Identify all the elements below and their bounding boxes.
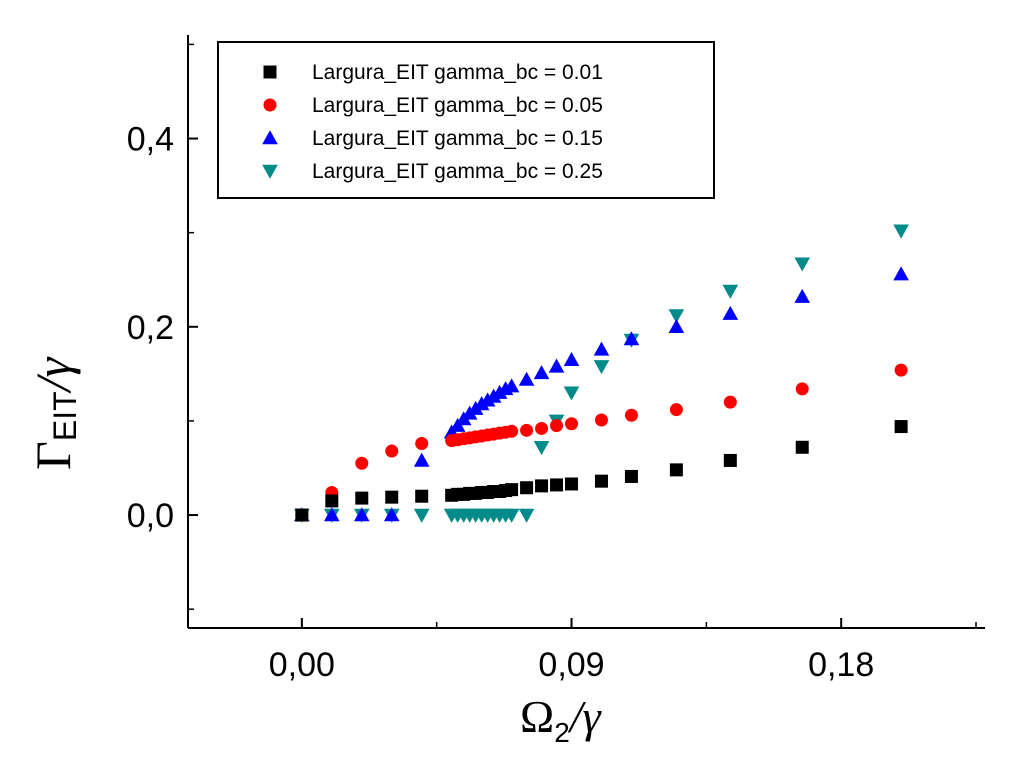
data-point-series-2 (669, 403, 683, 417)
data-point-series-2 (795, 382, 809, 396)
data-point-series-1 (565, 477, 579, 491)
legend: Largura_EIT gamma_bc = 0.01 Largura_EIT g… (217, 41, 715, 199)
y-tick-label: 0,2 (127, 309, 174, 347)
legend-label-1: Largura_EIT gamma_bc = 0.01 (312, 61, 603, 84)
data-point-series-4 (722, 284, 739, 299)
axes (187, 35, 985, 629)
y-tick-label: 0,0 (127, 497, 174, 535)
data-point-series-1 (624, 469, 638, 483)
data-point-series-1 (385, 490, 399, 504)
legend-label-4: Largura_EIT gamma_bc = 0.25 (312, 160, 603, 183)
data-point-series-3 (413, 452, 430, 467)
data-point-series-3 (533, 365, 550, 380)
data-point-series-3 (593, 341, 610, 356)
data-point-series-2 (894, 363, 908, 377)
data-point-series-1 (550, 478, 564, 492)
data-point-series-3 (548, 358, 565, 373)
data-point-series-2 (505, 424, 519, 438)
data-point-series-2 (594, 413, 608, 427)
ticks: 0,0 0,2 0,4 0,00 0,09 0,18 (127, 43, 977, 684)
data-point-series-1 (325, 494, 339, 508)
data-point-series-3 (324, 507, 340, 522)
data-point-series-3 (479, 392, 496, 407)
data-point-series-3 (623, 331, 640, 346)
data-point-series-3 (353, 507, 370, 522)
y-axis-label: ΓEIT/γ (25, 356, 83, 470)
data-point-series-1 (520, 481, 534, 495)
data-points (294, 224, 909, 523)
data-point-series-3 (668, 318, 685, 334)
legend-marker-4 (262, 164, 278, 179)
data-point-series-4 (893, 224, 909, 239)
legend-box (217, 41, 715, 199)
data-point-series-2 (520, 423, 534, 437)
data-point-series-1 (894, 420, 908, 434)
data-point-series-2 (415, 437, 429, 451)
data-point-series-3 (518, 371, 535, 386)
data-point-series-4 (518, 508, 535, 523)
x-tick-label: 0,00 (269, 646, 335, 684)
y-axis-label-sub: EIT (47, 391, 83, 441)
data-point-series-1 (355, 491, 369, 505)
data-point-series-3 (485, 388, 502, 403)
y-axis-label-suffix: /γ (25, 356, 81, 394)
data-point-series-3 (491, 384, 508, 399)
data-point-series-1 (795, 440, 809, 454)
data-point-series-3 (503, 378, 520, 393)
data-point-series-4 (794, 257, 811, 272)
data-point-series-4 (593, 360, 610, 375)
data-point-series-2 (723, 395, 737, 409)
data-point-series-2 (565, 417, 579, 431)
data-point-series-2 (624, 408, 638, 422)
legend-label-2: Largura_EIT gamma_bc = 0.05 (312, 94, 603, 117)
data-point-series-3 (893, 266, 909, 281)
data-point-series-3 (794, 288, 811, 303)
data-point-series-2 (385, 444, 399, 458)
data-point-series-3 (383, 507, 400, 522)
data-point-series-2 (355, 456, 369, 470)
x-tick-label: 0,09 (538, 646, 604, 684)
legend-label-3: Largura_EIT gamma_bc = 0.15 (312, 127, 603, 150)
x-axis-label-main: Ω (520, 691, 554, 742)
legend-marker-3 (262, 130, 278, 145)
data-point-series-1 (594, 474, 608, 488)
data-point-series-1 (295, 508, 309, 522)
x-axis-label-suffix: /γ (567, 691, 603, 742)
x-tick-label: 0,18 (808, 646, 874, 684)
data-point-series-4 (413, 508, 430, 523)
data-point-series-1 (505, 483, 519, 497)
data-point-series-2 (550, 419, 564, 433)
data-point-series-3 (473, 396, 490, 411)
legend-marker-1 (263, 65, 277, 79)
data-point-series-2 (535, 421, 549, 435)
y-tick-label: 0,4 (127, 121, 174, 159)
data-point-series-3 (722, 305, 739, 320)
data-point-series-3 (563, 351, 580, 366)
data-point-series-1 (669, 463, 683, 477)
data-point-series-1 (535, 479, 549, 493)
data-point-series-4 (668, 309, 685, 324)
x-axis-label: Ω2/γ (520, 691, 603, 748)
data-point-series-1 (415, 489, 429, 503)
legend-marker-2 (263, 98, 277, 112)
data-point-series-4 (533, 441, 550, 456)
y-axis-label-main: Γ (25, 441, 81, 470)
data-point-series-4 (563, 386, 580, 401)
data-point-series-1 (723, 453, 737, 467)
data-point-series-4 (503, 508, 520, 523)
x-axis-label-sub: 2 (554, 717, 570, 748)
